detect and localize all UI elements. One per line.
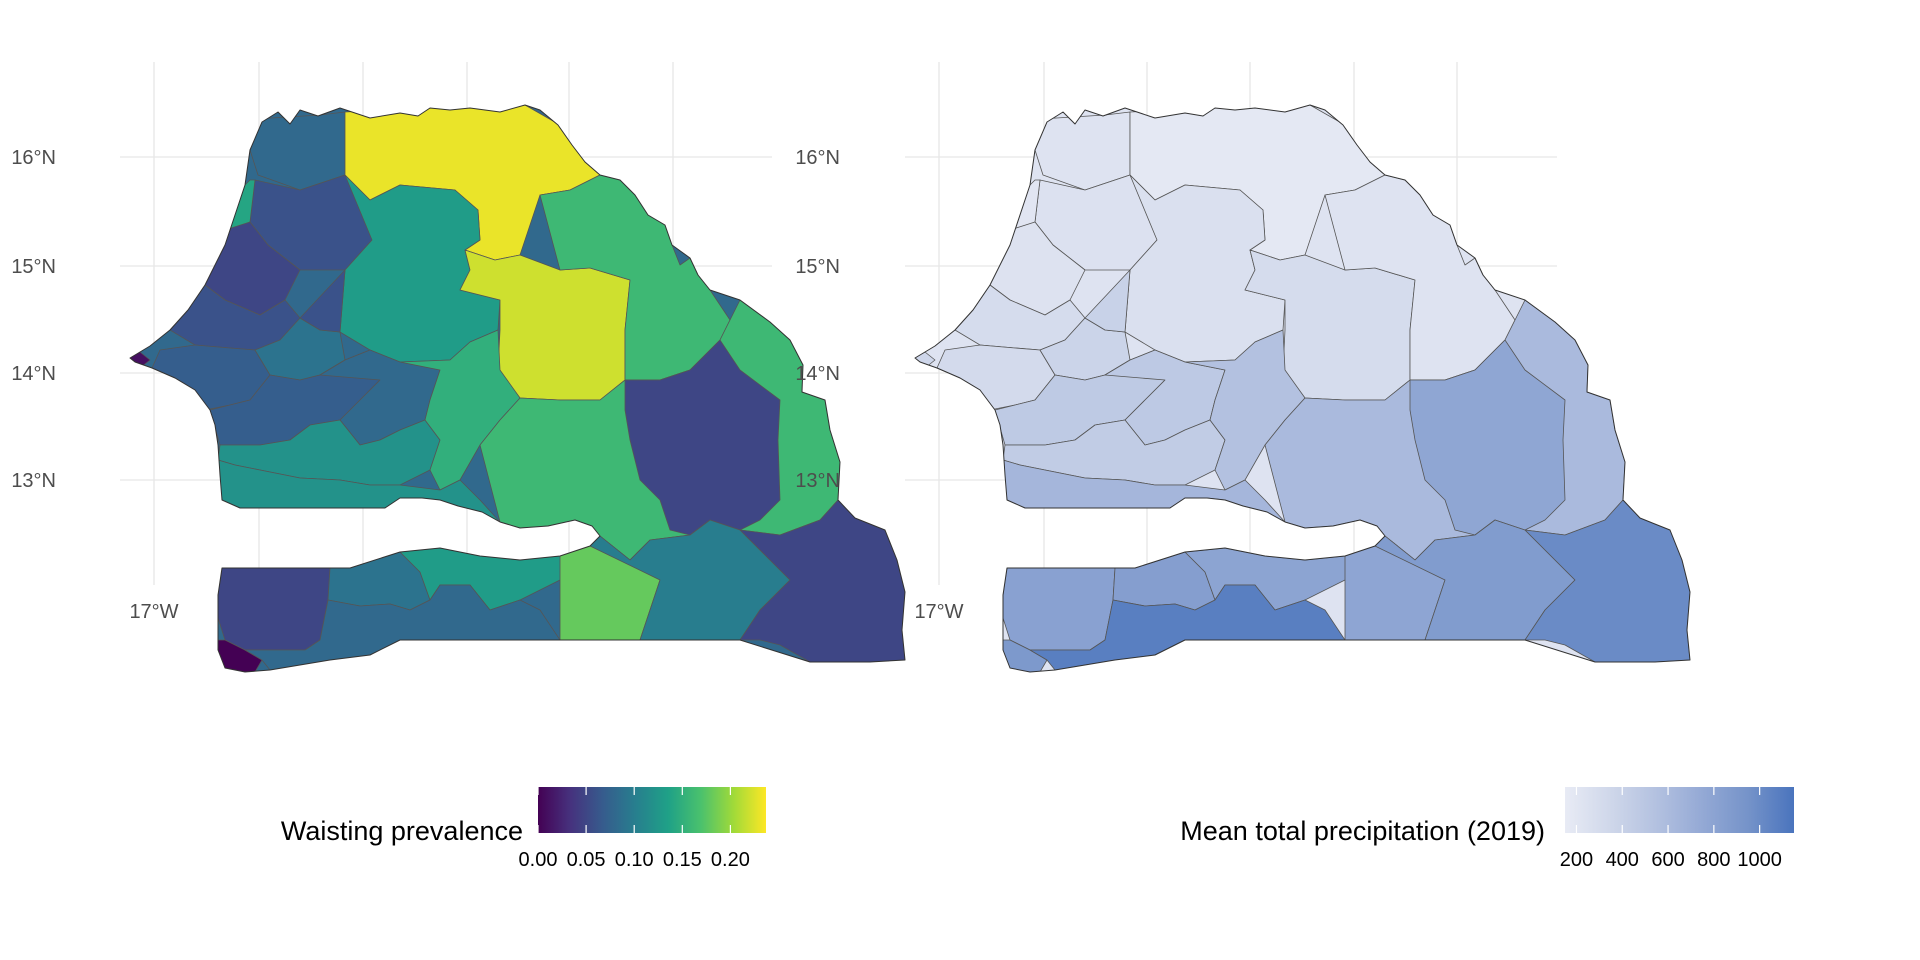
region-polygon: [1084, 269, 1131, 333]
legend-title: Waisting prevalence: [281, 816, 523, 846]
legend-tick-label: 0.05: [567, 849, 606, 871]
latitude-tick-label: 16°N: [11, 147, 56, 169]
latitude-tick-label: 15°N: [11, 256, 56, 278]
legend-tick-label: 200: [1560, 849, 1593, 871]
legend-tick-label: 1000: [1737, 849, 1782, 871]
latitude-tick-label: 13°N: [795, 470, 840, 492]
legend-tick-label: 800: [1697, 849, 1730, 871]
longitude-tick-label: 17°W: [129, 601, 178, 623]
waisting-legend: Waisting prevalence 0.00 0.05 0.10 0.15 0.20: [281, 787, 766, 871]
region-polygon: [739, 499, 905, 663]
legend-tick-label: 600: [1651, 849, 1684, 871]
waisting-map-panel: 16°N15°N14°N13°N 17°W16°W15°W14°W13°W12°…: [11, 62, 906, 871]
legend-title: Mean total precipitation (2019): [1180, 816, 1545, 846]
color-bar: [1565, 787, 1794, 833]
region-polygon: [299, 269, 346, 333]
region-polygon: [1409, 339, 1566, 536]
region-polygon: [399, 329, 521, 491]
latitude-labels: 16°N 15°N 14°N 13°N: [795, 147, 840, 492]
latitude-tick-label: 16°N: [795, 147, 840, 169]
latitude-tick-label: 15°N: [795, 256, 840, 278]
region-polygon: [624, 339, 781, 536]
precipitation-map-panel: 16°N15°N14°N13°N 17°W16°W15°W14°W13°W12°…: [795, 62, 1794, 871]
region-polygon: [217, 567, 331, 651]
precipitation-legend: Mean total precipitation (2019) 200 400 60…: [1180, 787, 1794, 871]
legend-tick-label: 0.15: [663, 849, 702, 871]
region-polygons: [915, 105, 1690, 672]
region-polygon: [1002, 567, 1116, 651]
legend-ticks: 200 400 600 800 1000: [1560, 787, 1782, 871]
region-polygon: [1524, 499, 1690, 663]
color-bar: [538, 787, 766, 833]
latitude-labels: 16°N 15°N 14°N 13°N: [11, 147, 56, 492]
country-outline: [129, 104, 906, 673]
country-outline: [914, 104, 1691, 673]
legend-tick-label: 0.10: [615, 849, 654, 871]
latitude-tick-label: 14°N: [11, 363, 56, 385]
legend-tick-label: 400: [1606, 849, 1639, 871]
latitude-tick-label: 13°N: [11, 470, 56, 492]
region-polygon: [1184, 329, 1306, 491]
longitude-tick-label: 17°W: [914, 601, 963, 623]
latitude-tick-label: 14°N: [795, 363, 840, 385]
legend-ticks: 0.00 0.05 0.10 0.15 0.20: [519, 787, 750, 871]
legend-tick-label: 0.00: [519, 849, 558, 871]
region-polygons: [130, 105, 905, 672]
legend-tick-label: 0.20: [711, 849, 750, 871]
